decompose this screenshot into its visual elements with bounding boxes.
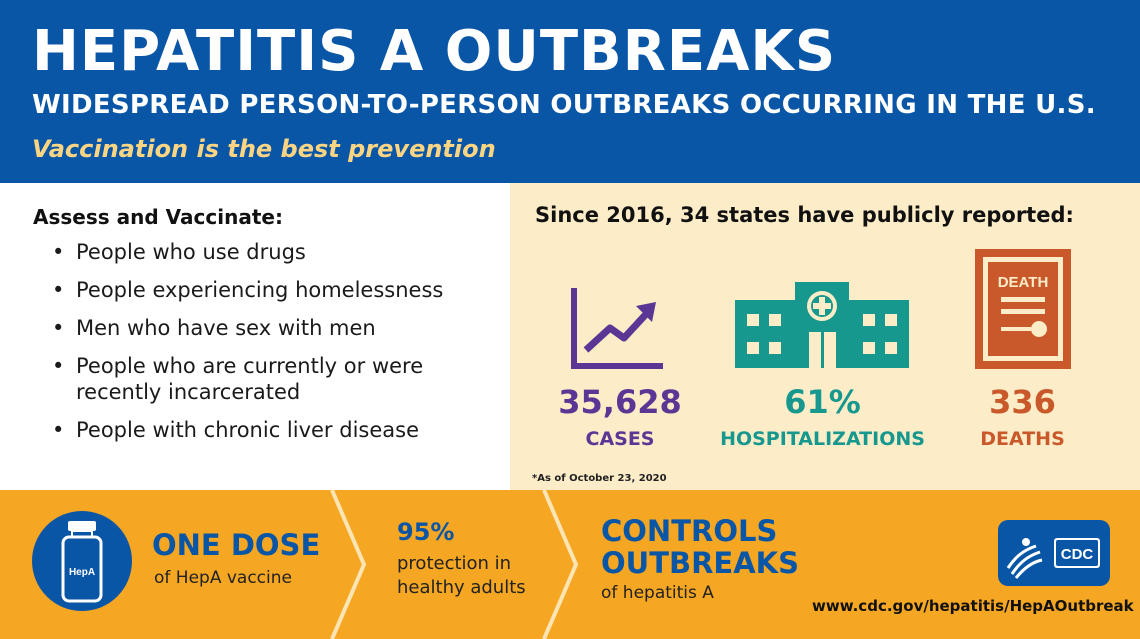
page-title: HEPATITIS A OUTBREAKS: [32, 19, 837, 84]
dose-subtitle: of HepA vaccine: [154, 568, 292, 588]
list-item-text: Men who have sex with men: [76, 316, 376, 340]
hospital-icon: [735, 282, 909, 368]
list-item: • People experiencing homelessness: [52, 277, 502, 303]
bullet: •: [52, 418, 65, 442]
list-item-text: People who are currently or were recentl…: [76, 354, 424, 404]
cdc-logo: CDC: [998, 520, 1110, 586]
list-item-text: People with chronic liver disease: [76, 418, 419, 442]
death-certificate-icon: DEATH: [975, 249, 1071, 369]
cdc-logo-text: CDC: [1061, 546, 1094, 563]
footnote: *As of October 23, 2020: [532, 473, 667, 484]
list-item-text: People experiencing homelessness: [76, 278, 444, 302]
deaths-value: 336: [989, 383, 1056, 421]
vial-label: HepA: [69, 567, 95, 578]
controls-title: CONTROLS OUTBREAKS: [601, 514, 800, 580]
chevron-divider: [542, 490, 579, 639]
dose-title: ONE DOSE: [152, 528, 321, 562]
assess-title: Assess and Vaccinate:: [33, 205, 283, 229]
vaccine-vial-icon: HepA: [32, 511, 132, 611]
deaths-label: DEATHS: [980, 428, 1065, 450]
list-item: • People who are currently or were recent…: [52, 353, 502, 405]
rising-chart-icon: [571, 288, 663, 369]
list-item: • People with chronic liver disease: [52, 417, 502, 443]
page-subtitle: WIDESPREAD PERSON-TO-PERSON OUTBREAKS OC…: [32, 90, 1096, 120]
cdc-url[interactable]: www.cdc.gov/hepatitis/HepAOutbreak: [812, 597, 1134, 615]
cases-stat: 35,628 CASES: [550, 383, 690, 451]
bullet: •: [52, 354, 65, 378]
deaths-stat: 336 DEATHS: [955, 383, 1090, 451]
header-banner: HEPATITIS A OUTBREAKS WIDESPREAD PERSON-…: [0, 0, 1140, 183]
bullet: •: [52, 316, 65, 340]
tagline: Vaccination is the best prevention: [32, 135, 496, 163]
assess-panel: Assess and Vaccinate: • People who use dr…: [0, 183, 510, 490]
list-item: • Men who have sex with men: [52, 315, 502, 341]
stats-panel: Since 2016, 34 states have publicly repo…: [510, 183, 1140, 490]
hhs-eagle-icon: [1006, 538, 1043, 579]
risk-group-list: • People who use drugs • People experienci…: [52, 239, 502, 455]
controls-subtitle: of hepatitis A: [601, 583, 714, 603]
chevron-divider: [330, 490, 367, 639]
list-item: • People who use drugs: [52, 239, 502, 265]
protection-value: 95%: [397, 518, 455, 546]
death-icon-text: DEATH: [998, 274, 1049, 291]
stats-title: Since 2016, 34 states have publicly repo…: [535, 203, 1074, 227]
cases-value: 35,628: [558, 383, 682, 421]
bullet: •: [52, 240, 65, 264]
hospitalizations-label: HOSPITALIZATIONS: [720, 428, 925, 450]
bullet: •: [52, 278, 65, 302]
cases-label: CASES: [585, 428, 655, 450]
list-item-text: People who use drugs: [76, 240, 306, 264]
bottom-banner: HepA ONE DOSE of HepA vaccine 95% protec…: [0, 490, 1140, 639]
protection-text: protection in healthy adults: [397, 553, 526, 598]
hospitalizations-value: 61%: [784, 383, 861, 421]
hospitalizations-stat: 61% HOSPITALIZATIONS: [705, 383, 940, 451]
